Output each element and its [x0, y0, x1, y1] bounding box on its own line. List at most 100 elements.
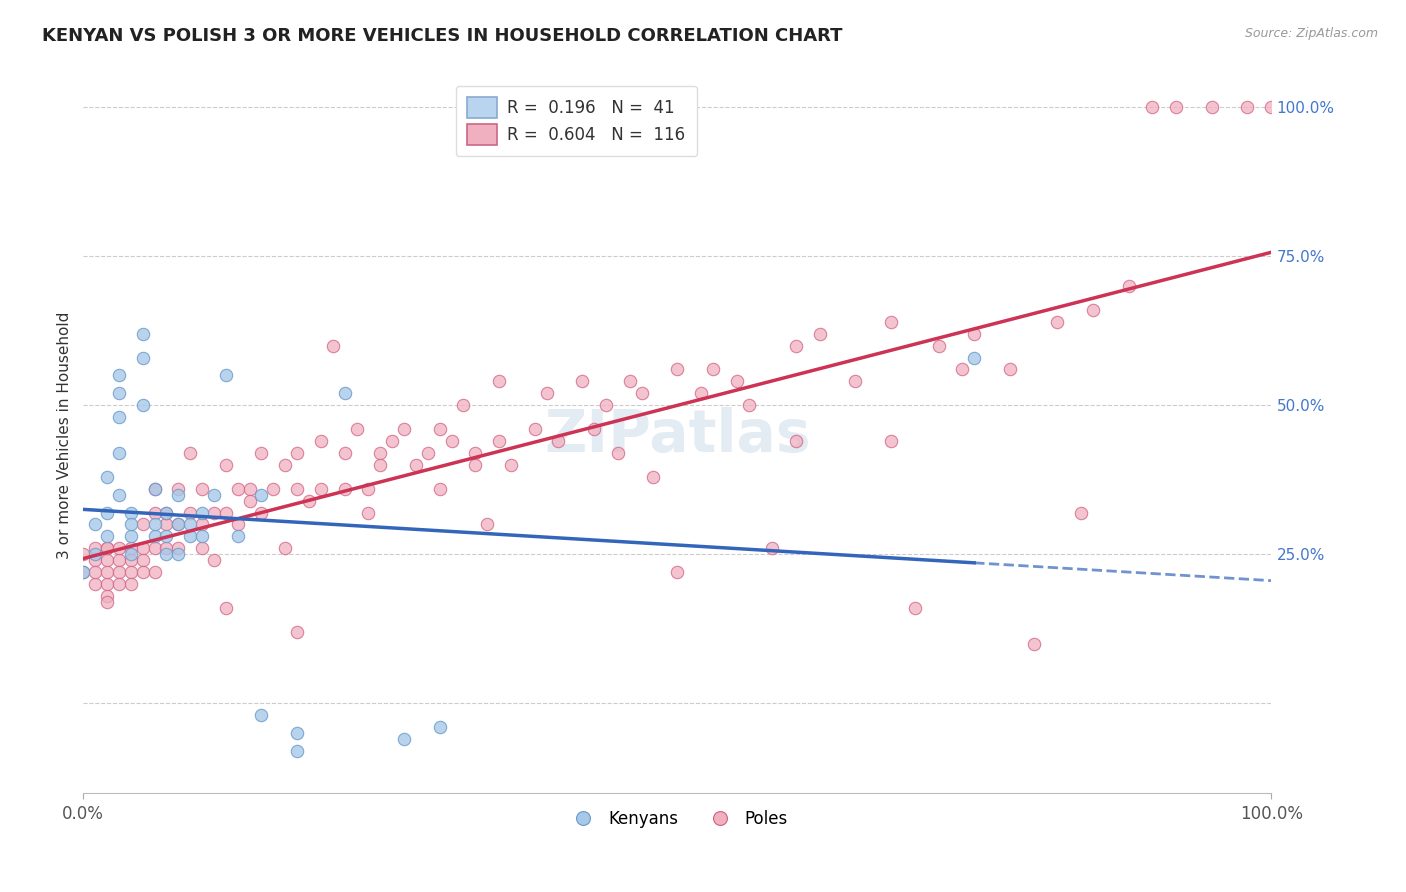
Point — [440, 434, 463, 448]
Point — [84, 517, 107, 532]
Point — [274, 541, 297, 556]
Point — [285, 726, 308, 740]
Point — [536, 386, 558, 401]
Point — [131, 398, 153, 412]
Point — [357, 482, 380, 496]
Point — [108, 553, 131, 567]
Point — [131, 565, 153, 579]
Point — [215, 600, 238, 615]
Point — [702, 362, 724, 376]
Point — [761, 541, 783, 556]
Point — [274, 458, 297, 472]
Point — [333, 446, 356, 460]
Point — [108, 488, 131, 502]
Point — [120, 553, 142, 567]
Point — [880, 434, 903, 448]
Point — [96, 589, 118, 603]
Point — [392, 422, 415, 436]
Point — [84, 547, 107, 561]
Point — [202, 506, 225, 520]
Point — [120, 529, 142, 543]
Point — [429, 720, 451, 734]
Point — [226, 529, 249, 543]
Point — [250, 506, 273, 520]
Point — [96, 529, 118, 543]
Point — [523, 422, 546, 436]
Point — [167, 517, 190, 532]
Point — [250, 708, 273, 723]
Point — [1022, 637, 1045, 651]
Point — [120, 541, 142, 556]
Point — [1260, 100, 1282, 114]
Point — [179, 446, 201, 460]
Point — [1118, 279, 1140, 293]
Point — [215, 368, 238, 383]
Point — [309, 434, 332, 448]
Point — [143, 517, 166, 532]
Point — [143, 529, 166, 543]
Point — [226, 517, 249, 532]
Point — [808, 326, 831, 341]
Point — [453, 398, 475, 412]
Point — [880, 315, 903, 329]
Point — [120, 577, 142, 591]
Point — [630, 386, 652, 401]
Point — [131, 517, 153, 532]
Point — [488, 434, 510, 448]
Point — [619, 375, 641, 389]
Text: ZIPatlas: ZIPatlas — [544, 407, 811, 464]
Point — [96, 541, 118, 556]
Point — [131, 326, 153, 341]
Point — [333, 386, 356, 401]
Point — [429, 422, 451, 436]
Point — [346, 422, 368, 436]
Point — [998, 362, 1021, 376]
Point — [262, 482, 284, 496]
Point — [96, 506, 118, 520]
Point — [108, 386, 131, 401]
Point — [405, 458, 427, 472]
Point — [96, 553, 118, 567]
Point — [202, 553, 225, 567]
Point — [155, 506, 177, 520]
Point — [72, 565, 94, 579]
Point — [143, 541, 166, 556]
Point — [108, 410, 131, 425]
Point — [167, 517, 190, 532]
Point — [143, 482, 166, 496]
Point — [1201, 100, 1223, 114]
Point — [1046, 315, 1069, 329]
Point — [179, 517, 201, 532]
Point — [96, 577, 118, 591]
Point — [155, 529, 177, 543]
Point — [904, 600, 927, 615]
Y-axis label: 3 or more Vehicles in Household: 3 or more Vehicles in Household — [58, 311, 72, 558]
Legend: Kenyans, Poles: Kenyans, Poles — [560, 803, 794, 834]
Point — [298, 493, 321, 508]
Point — [963, 351, 986, 365]
Point — [1236, 100, 1258, 114]
Point — [547, 434, 569, 448]
Point — [167, 547, 190, 561]
Point — [309, 482, 332, 496]
Point — [96, 541, 118, 556]
Point — [285, 744, 308, 758]
Point — [120, 565, 142, 579]
Point — [215, 458, 238, 472]
Point — [250, 446, 273, 460]
Point — [72, 547, 94, 561]
Point — [239, 493, 262, 508]
Point — [120, 506, 142, 520]
Point — [167, 482, 190, 496]
Point — [488, 375, 510, 389]
Point — [606, 446, 628, 460]
Point — [96, 565, 118, 579]
Point — [357, 506, 380, 520]
Point — [950, 362, 973, 376]
Point — [381, 434, 404, 448]
Point — [690, 386, 713, 401]
Point — [477, 517, 499, 532]
Point — [120, 517, 142, 532]
Point — [725, 375, 748, 389]
Point — [191, 517, 214, 532]
